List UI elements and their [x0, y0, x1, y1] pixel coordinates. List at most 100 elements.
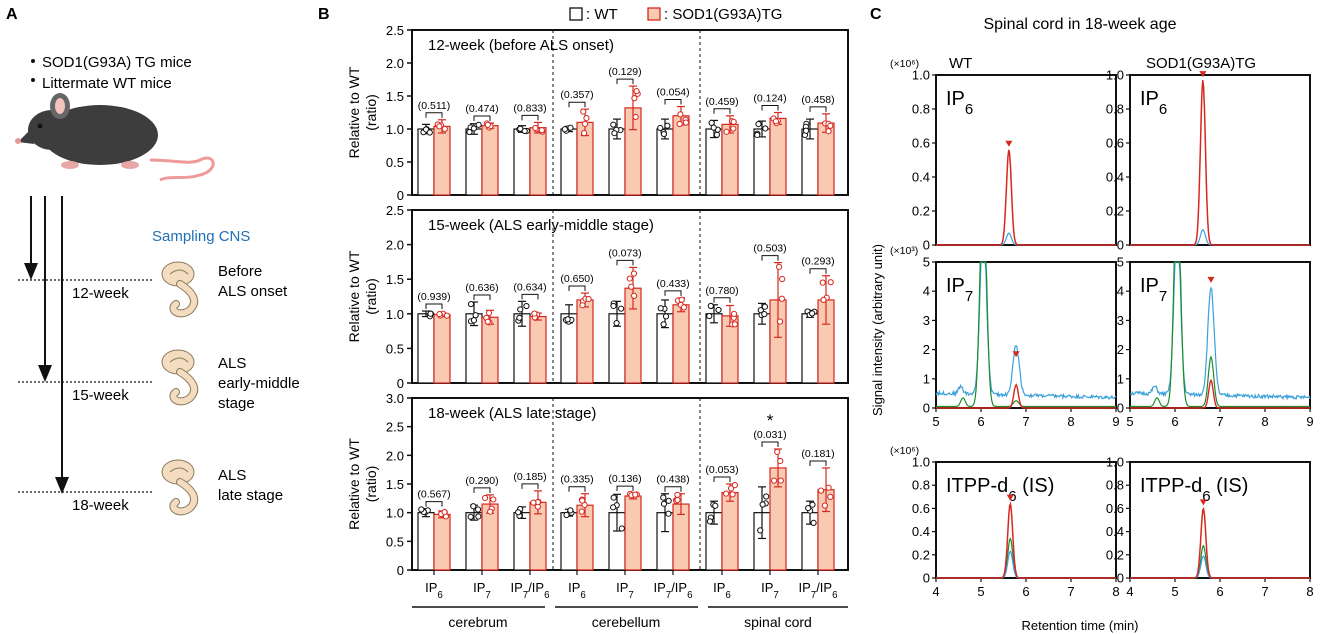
bar-tg: [529, 127, 547, 196]
y-tick-label: 0: [397, 188, 404, 203]
y-tick-label: 0.6: [912, 136, 930, 151]
p-value-label: (0.293): [801, 256, 834, 268]
data-point: [678, 296, 685, 303]
data-point: [467, 513, 474, 520]
y-tick-label: 0.4: [1106, 170, 1124, 185]
data-point: [484, 318, 491, 325]
data-point: [517, 306, 524, 313]
bar-wt: [801, 313, 819, 384]
y-tick-label: 0.2: [1106, 204, 1124, 219]
data-point: [567, 507, 574, 514]
bar-tg: [769, 117, 787, 196]
trace-red: [1130, 506, 1310, 579]
data-point: [776, 318, 784, 325]
x-tick-label: 5: [1126, 414, 1133, 429]
analyte-label: IP7: [1140, 275, 1167, 305]
p-value-label: (0.833): [513, 102, 546, 114]
tissue-label-spinal-cord: spinal cord: [744, 614, 812, 630]
y-tick-label: 2.0: [386, 56, 404, 71]
bar-wt: [465, 512, 483, 571]
p-value-label: (0.290): [465, 475, 498, 487]
bar-wt: [513, 512, 531, 571]
data-point: [470, 503, 477, 510]
x-tick-label: 7: [1022, 414, 1029, 429]
data-point: [618, 525, 625, 532]
data-point: [630, 270, 638, 277]
x-tick-label: 9: [1306, 414, 1313, 429]
p-bracket: [521, 483, 539, 489]
data-point: [427, 310, 434, 317]
panel-letter-b: B: [318, 6, 330, 23]
data-point: [611, 130, 618, 137]
p-bracket: [425, 112, 443, 118]
data-point: [474, 506, 482, 513]
week-label: 12-week: [72, 285, 129, 302]
data-point: [730, 125, 737, 132]
data-point: [538, 127, 545, 134]
p-value-label: (0.053): [705, 464, 738, 476]
category-label: IP7/IP6: [653, 580, 692, 601]
y-tick-label: 0: [923, 401, 930, 416]
p-value-label: (0.458): [801, 94, 834, 106]
p-bracket: [616, 485, 634, 492]
data-point: [660, 321, 667, 328]
y-tick-label: 2.5: [386, 420, 404, 435]
data-point: [532, 124, 539, 132]
data-point: [626, 275, 633, 282]
x-tick-label: 5: [1171, 584, 1178, 599]
x-tick-label: 7: [1216, 414, 1223, 429]
y-tick-label: 4: [923, 284, 930, 299]
y-tick-label: 0.8: [1106, 102, 1124, 117]
trace-red: [1130, 378, 1310, 409]
data-point: [755, 121, 762, 128]
trace-blue: [1130, 555, 1310, 579]
data-point: [810, 519, 817, 526]
data-point: [757, 527, 764, 534]
data-point: [715, 306, 722, 314]
category-label: IP6: [713, 580, 731, 601]
category-label: IP7/IP6: [510, 580, 549, 601]
data-point: [585, 295, 592, 303]
y-tick-label: 0.5: [386, 155, 404, 170]
y-tick-label: 1.0: [912, 455, 930, 470]
p-bracket: [761, 105, 779, 111]
data-point: [567, 124, 574, 131]
x-tick-label: 6: [1171, 414, 1178, 429]
trace-blue: [936, 232, 1116, 246]
data-point: [660, 130, 668, 138]
data-point: [467, 300, 475, 308]
y-tick-label: 2.0: [386, 238, 404, 253]
data-point: [610, 504, 617, 511]
y-axis-label: Relative to WT(ratio): [346, 66, 379, 158]
y-tick-label: 0.4: [1106, 524, 1124, 539]
data-point: [530, 499, 537, 506]
data-point: [817, 487, 825, 494]
p-value-label: (0.939): [417, 291, 450, 303]
x-tick-label: 6: [1216, 584, 1223, 599]
legend-tg-text: SOD1(G93A)TG: [672, 6, 782, 23]
data-point: [466, 128, 473, 136]
p-value-label: (0.181): [801, 448, 834, 460]
data-point: [662, 313, 670, 320]
p-bracket: [568, 486, 586, 492]
p-bracket: [521, 114, 539, 121]
data-point: [805, 504, 812, 512]
data-point: [723, 490, 730, 497]
stage-line: ALS: [218, 355, 246, 372]
y-tick-label: 0: [397, 563, 404, 578]
panel-title: 15-week (ALS early-middle stage): [428, 217, 654, 234]
bar-tg: [721, 492, 739, 571]
chromatogram-1-1: 0 1 2 3 4 5 5 6 7 8 9 IP7: [1117, 255, 1314, 430]
x-tick-label: 6: [977, 414, 984, 429]
category-label: IP6: [425, 580, 443, 601]
p-value-label: (0.129): [608, 66, 641, 78]
p-value-label: (0.073): [608, 247, 641, 259]
peak-marker-icon: [1207, 276, 1215, 283]
p-bracket: [809, 268, 827, 274]
y-tick-label: 1.0: [1106, 68, 1124, 83]
data-point: [707, 302, 714, 310]
y-tick-label: 0.8: [912, 102, 930, 117]
data-point: [564, 316, 571, 323]
data-point: [610, 121, 617, 128]
